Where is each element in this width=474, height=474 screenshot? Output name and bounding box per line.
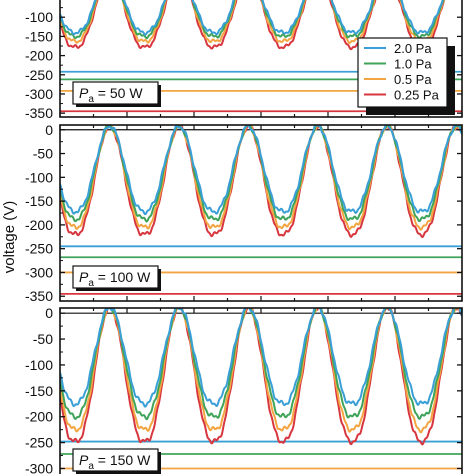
- series-line: [60, 0, 446, 51]
- legend: 2.0 Pa1.0 Pa0.5 Pa0.25 Pa: [357, 37, 455, 115]
- y-tick-label: -200: [25, 217, 53, 233]
- y-tick-label: -250: [25, 241, 53, 257]
- legend-label: 0.5 Pa: [394, 72, 432, 87]
- series-line: [60, 125, 462, 239]
- chart-panels: -100 -150 -200 -250 -300 -350 Pa = 50 W 0 -50 -10…: [25, 0, 463, 474]
- legend-label: 0.25 Pa: [394, 88, 440, 103]
- y-tick-label: -250: [25, 435, 53, 451]
- series-line: [60, 0, 446, 45]
- y-tick-label: -100: [25, 357, 53, 373]
- y-tick-label: -300: [25, 460, 53, 474]
- y-tick-label: -200: [25, 409, 53, 425]
- y-tick-label: -300: [25, 86, 53, 102]
- y-tick-label: -350: [25, 288, 53, 304]
- y-tick-label: -300: [25, 264, 53, 280]
- panel-2: 0 -50 -100 -150 -200 -250 -300 -350 Pa = 100 W: [25, 122, 463, 304]
- panel-label: Pa = 50 W: [79, 85, 143, 105]
- series-line: [60, 308, 462, 408]
- legend-label: 1.0 Pa: [394, 57, 432, 72]
- y-tick-label: -250: [25, 67, 53, 83]
- legend-label: 2.0 Pa: [394, 41, 432, 56]
- y-tick-label: 0: [45, 122, 53, 138]
- plot-area: [60, 308, 462, 470]
- series-line: [60, 0, 444, 36]
- y-tick-label: -100: [25, 169, 53, 185]
- panel-label: Pa = 150 W: [79, 452, 151, 472]
- panel-label: Pa = 100 W: [79, 269, 151, 289]
- y-tick-label: -150: [25, 193, 53, 209]
- y-tick-label: -150: [25, 383, 53, 399]
- y-axis-label: voltage (V): [1, 201, 18, 274]
- panel-label-box: [72, 81, 159, 105]
- y-tick-label: -50: [33, 146, 53, 162]
- panel-3: 0 -50 -100 -150 -200 -250 -300 Pa = 150 W: [25, 305, 463, 474]
- panel-label-box: [72, 448, 159, 472]
- y-tick-label: -50: [33, 331, 53, 347]
- series-line: [60, 308, 462, 446]
- series-line: [60, 125, 462, 216]
- y-tick-label: -100: [25, 9, 53, 25]
- series-line: [60, 0, 445, 40]
- panel-1: -100 -150 -200 -250 -300 -350 Pa = 50 W: [25, 0, 463, 121]
- y-tick-label: -150: [25, 28, 53, 44]
- panel-label-box: [72, 265, 159, 289]
- y-tick-label: 0: [45, 305, 53, 321]
- y-tick-label: -200: [25, 48, 53, 64]
- y-tick-label: -350: [25, 105, 53, 121]
